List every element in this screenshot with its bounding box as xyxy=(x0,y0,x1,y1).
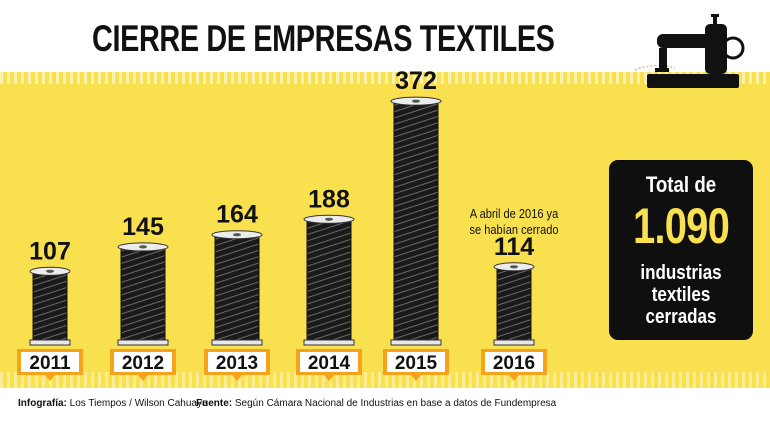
year-label-2011: 2011 xyxy=(29,353,71,374)
spool-bar-2016 xyxy=(496,266,532,341)
spool-bottom-cap-2014 xyxy=(303,339,355,346)
value-label-2014: 188 xyxy=(308,185,350,213)
year-label-2016: 2016 xyxy=(493,353,535,374)
band-texture-top xyxy=(0,72,770,84)
spool-bar-2012 xyxy=(120,246,166,341)
year-tag-pointer-2015 xyxy=(411,375,421,381)
year-tag-pointer-2011 xyxy=(45,375,55,381)
year-label-2014: 2014 xyxy=(308,353,351,374)
credit-text: Los Tiempos / Wilson Cahuaya xyxy=(69,398,208,409)
spool-bar-2014 xyxy=(306,218,352,341)
spool-bottom-cap-2015 xyxy=(390,339,442,346)
total-label: Total de xyxy=(645,172,717,197)
value-label-2011: 107 xyxy=(29,237,71,265)
footer: Infografía: Los Tiempos / Wilson Cahuaya… xyxy=(18,398,556,409)
year-label-2015: 2015 xyxy=(395,353,438,374)
value-label-2016: 114 xyxy=(494,233,534,261)
credit-label: Infografía: xyxy=(18,398,67,409)
year-tag-inner-2016 xyxy=(485,352,543,372)
band-texture-bottom xyxy=(0,372,770,388)
year-tag-inner-2012 xyxy=(114,352,172,372)
total-description: industrias textiles cerradas xyxy=(640,262,722,328)
year-label-2012: 2012 xyxy=(122,353,164,374)
year-tag-pointer-2012 xyxy=(138,375,148,381)
year-label-2013: 2013 xyxy=(216,353,258,374)
value-label-2013: 164 xyxy=(216,201,258,229)
year-tag-inner-2013 xyxy=(208,352,266,372)
year-tag-inner-2014 xyxy=(300,352,358,372)
spool-hole-2013 xyxy=(233,233,241,237)
value-label-2015: 372 xyxy=(395,67,437,95)
year-tag-pointer-2016 xyxy=(509,375,519,381)
spool-hole-2014 xyxy=(325,217,333,221)
spool-bar-2015 xyxy=(393,100,439,341)
spool-hole-2012 xyxy=(139,245,147,249)
spool-bottom-cap-2016 xyxy=(493,339,535,346)
value-label-2012: 145 xyxy=(122,213,164,241)
sewing-machine-icon xyxy=(635,14,745,88)
spool-bottom-cap-2013 xyxy=(211,339,263,346)
chart-annotation: A abril de 2016 ya se habían cerrado xyxy=(469,206,559,237)
source-text: Según Cámara Nacional de Industrias en b… xyxy=(234,398,557,409)
year-tag-pointer-2013 xyxy=(232,375,242,381)
year-tag-inner-2011 xyxy=(21,352,79,372)
source-block: Fuente: Según Cámara Nacional de Industr… xyxy=(196,398,556,409)
spool-hole-2015 xyxy=(412,99,420,103)
source-label: Fuente: xyxy=(196,398,233,409)
spool-bottom-cap-2011 xyxy=(29,339,71,346)
bar-chart: 107 2011 145 2012 164 2013 188 2014 372 2015 114 20… xyxy=(17,67,547,381)
spool-bar-2011 xyxy=(32,270,68,341)
spool-hole-2016 xyxy=(510,265,518,269)
spool-bottom-cap-2012 xyxy=(117,339,169,346)
page-title: CIERRE DE EMPRESAS TEXTILES xyxy=(92,18,555,59)
total-value: 1.090 xyxy=(632,198,730,254)
year-tag-inner-2015 xyxy=(387,352,445,372)
spool-hole-2011 xyxy=(46,269,54,273)
spool-bar-2013 xyxy=(214,234,260,341)
year-tag-pointer-2014 xyxy=(324,375,334,381)
credit-block: Infografía: Los Tiempos / Wilson Cahuaya xyxy=(18,398,208,409)
total-box: Total de 1.090 industrias textiles cerra… xyxy=(609,160,753,340)
